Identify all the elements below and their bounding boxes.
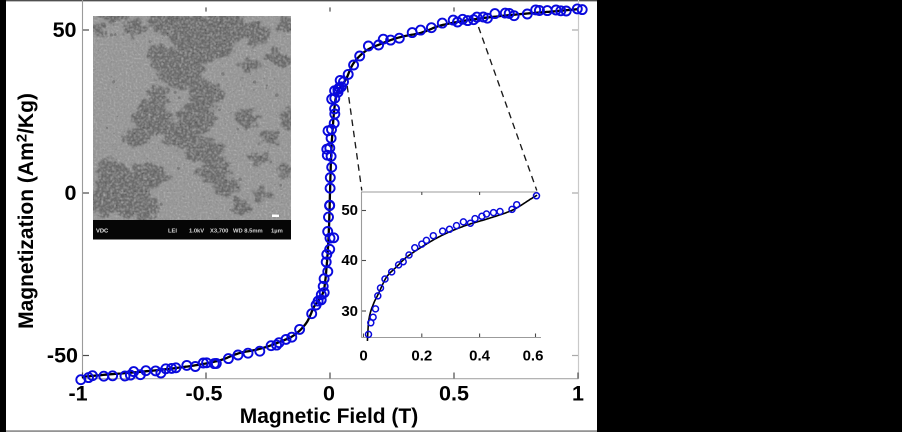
svg-text:-50: -50 — [47, 344, 78, 368]
svg-text:X3,700: X3,700 — [210, 229, 228, 235]
svg-text:-1: -1 — [68, 381, 87, 405]
svg-text:50: 50 — [341, 202, 358, 219]
svg-text:1.0kV: 1.0kV — [189, 229, 204, 235]
svg-text:40: 40 — [341, 252, 358, 269]
svg-text:WD 8.5mm: WD 8.5mm — [233, 229, 263, 235]
svg-text:0.4: 0.4 — [469, 348, 491, 365]
svg-text:0.6: 0.6 — [523, 348, 544, 365]
svg-text:LEI: LEI — [168, 229, 177, 235]
svg-text:1µm: 1µm — [271, 229, 283, 235]
svg-text:0: 0 — [359, 348, 367, 365]
svg-text:1: 1 — [572, 381, 584, 405]
svg-text:VDC: VDC — [96, 229, 109, 235]
svg-text:-0.5: -0.5 — [185, 381, 222, 405]
svg-text:0: 0 — [65, 181, 77, 205]
svg-text:30: 30 — [341, 303, 358, 320]
svg-text:Magnetic Field (T): Magnetic Field (T) — [240, 405, 419, 428]
svg-text:50: 50 — [53, 18, 77, 42]
svg-text:0.2: 0.2 — [411, 348, 432, 365]
svg-text:0: 0 — [323, 381, 335, 405]
svg-text:Magnetization (Am2/Kg): Magnetization (Am2/Kg) — [14, 93, 39, 329]
svg-text:0.5: 0.5 — [439, 381, 469, 405]
